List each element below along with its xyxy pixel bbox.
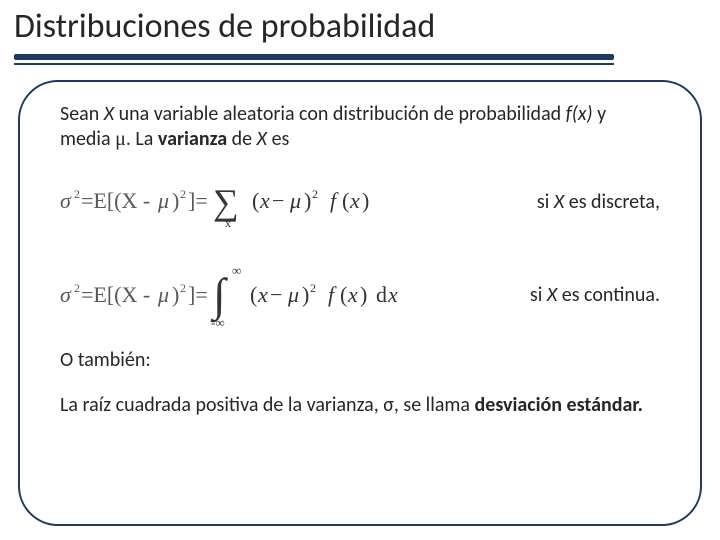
svg-text:): ) [172, 282, 179, 307]
svg-text:): ) [362, 188, 369, 213]
last-paragraph: La raíz cuadrada positiva de la varianza… [60, 393, 660, 418]
svg-text:): ) [360, 282, 367, 307]
svg-text:2: 2 [74, 187, 80, 201]
intro-varianza: varianza [158, 127, 227, 151]
svg-text:x: x [347, 282, 358, 307]
note-discrete-X: X [554, 190, 564, 214]
svg-text:μ: μ [157, 188, 169, 213]
svg-text:σ: σ [60, 282, 72, 307]
intro-X2: X [257, 127, 267, 151]
svg-text:−: − [270, 282, 282, 307]
note-continuous: si X es continua. [512, 283, 660, 307]
svg-text:): ) [304, 188, 311, 213]
svg-text:f: f [328, 282, 337, 307]
svg-text:(: ( [250, 282, 257, 307]
note-continuous-X: X [547, 283, 557, 307]
svg-text:2: 2 [310, 281, 316, 295]
svg-text:x: x [257, 282, 268, 307]
svg-text:x: x [225, 216, 231, 230]
svg-text:(: ( [342, 188, 349, 213]
svg-text:=E[(X -: =E[(X - [81, 282, 150, 307]
intro-text-1: Sean [60, 102, 104, 126]
intro-text-2: una variable aleatoria con distribución … [114, 102, 566, 126]
note-discrete-post: es discreta, [564, 190, 660, 214]
note-continuous-pre: si [530, 283, 547, 307]
last-text-1: La raíz cuadrada positiva de la varianza… [60, 393, 475, 417]
note-discrete: si X es discreta, [519, 190, 660, 214]
svg-text:-∞: -∞ [211, 315, 225, 330]
intro-X: X [104, 102, 114, 126]
svg-text:−: − [272, 188, 284, 213]
last-bold: desviación estándar. [475, 393, 644, 417]
svg-text:2: 2 [180, 281, 186, 295]
svg-text:2: 2 [74, 281, 80, 295]
svg-text:(: ( [340, 282, 347, 307]
intro-text-6: es [267, 127, 289, 151]
svg-text:2: 2 [180, 187, 186, 201]
svg-text:2: 2 [312, 187, 318, 201]
formula-discrete-row: σ 2 =E[(X - μ ) 2 ]= ∑ x ( x − μ ) 2 f (… [60, 174, 660, 230]
svg-text:μ: μ [289, 188, 301, 213]
content-box: Sean X una variable aleatoria con distri… [18, 80, 702, 526]
svg-text:x: x [259, 188, 270, 213]
title-underline-thin [14, 63, 614, 65]
title-underline-thick [14, 54, 614, 60]
also-paragraph: O también: [60, 348, 660, 373]
intro-fx: f(x) [566, 102, 593, 126]
svg-text:]=: ]= [188, 282, 208, 307]
svg-text:d: d [376, 282, 387, 307]
svg-text:∞: ∞ [232, 263, 241, 278]
svg-text:): ) [172, 188, 179, 213]
note-discrete-pre: si [537, 190, 554, 214]
note-continuous-post: es continua. [557, 283, 660, 307]
formula-discrete: σ 2 =E[(X - μ ) 2 ]= ∑ x ( x − μ ) 2 f (… [60, 174, 430, 230]
intro-mu: μ. [115, 128, 131, 150]
svg-text:x: x [387, 282, 398, 307]
svg-text:]=: ]= [188, 188, 208, 213]
formula-continuous: σ 2 =E[(X - μ ) 2 ]= ∫ ∞ -∞ ( x − μ ) 2 … [60, 260, 460, 330]
intro-paragraph: Sean X una variable aleatoria con distri… [60, 102, 660, 152]
svg-text:σ: σ [60, 188, 72, 213]
svg-text:): ) [302, 282, 309, 307]
page-title: Distribuciones de probabilidad [14, 6, 435, 47]
title-container: Distribuciones de probabilidad [0, 0, 720, 76]
svg-text:μ: μ [157, 282, 169, 307]
formula-continuous-row: σ 2 =E[(X - μ ) 2 ]= ∫ ∞ -∞ ( x − μ ) 2 … [60, 260, 660, 330]
svg-text:x: x [349, 188, 360, 213]
svg-text:(: ( [252, 188, 259, 213]
svg-text:f: f [330, 188, 339, 213]
svg-text:μ: μ [287, 282, 299, 307]
svg-text:=E[(X -: =E[(X - [81, 188, 150, 213]
intro-text-4: La [131, 127, 158, 151]
intro-text-5: de [227, 127, 257, 151]
